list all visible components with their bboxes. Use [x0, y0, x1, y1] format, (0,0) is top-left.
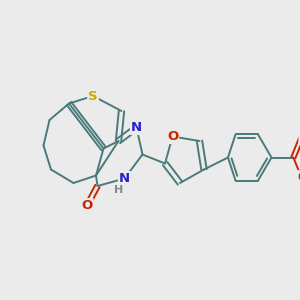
Text: O: O: [81, 199, 93, 212]
Text: N: N: [131, 121, 142, 134]
Text: O: O: [167, 130, 178, 143]
Text: OH: OH: [297, 171, 300, 184]
Text: S: S: [88, 89, 98, 103]
Text: O: O: [299, 131, 300, 144]
Text: H: H: [115, 185, 124, 195]
Text: N: N: [119, 172, 130, 185]
